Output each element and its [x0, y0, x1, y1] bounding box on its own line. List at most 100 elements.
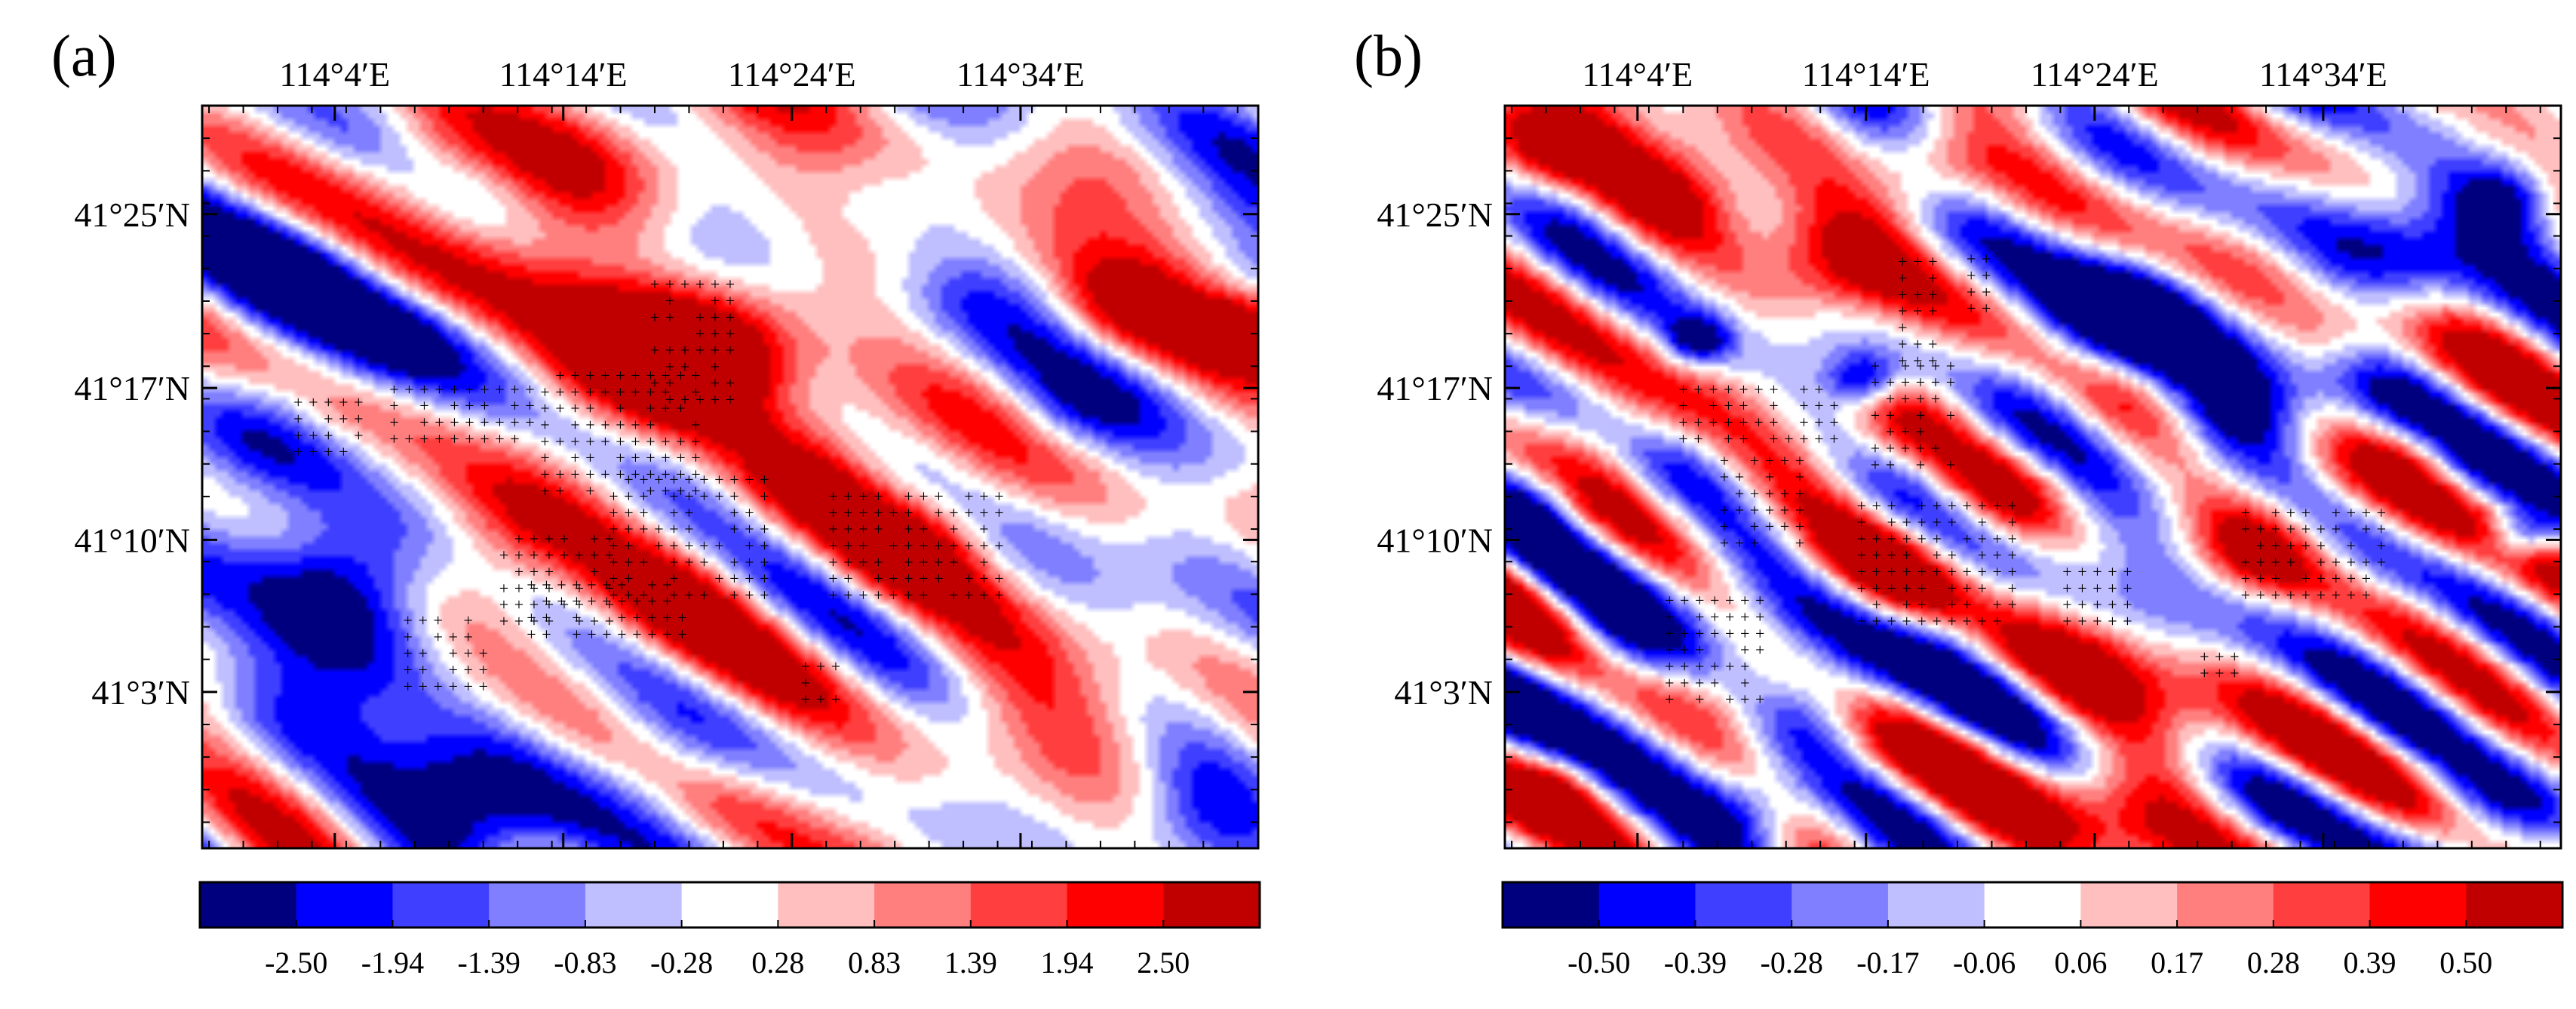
panel-a-significance-cross: +: [530, 595, 539, 614]
panel-a-significance-cross: +: [711, 341, 720, 360]
panel-b-significance-cross: +: [1695, 608, 1704, 626]
panel-a-colorbar-label: 0.28: [751, 946, 804, 980]
panel-b-significance-cross: +: [1720, 500, 1729, 519]
panel-b-significance-cross: +: [2007, 562, 2016, 581]
panel-b-significance-cross: +: [2347, 586, 2356, 604]
panel-b-significance-cross: +: [2317, 520, 2326, 539]
panel-a-significance-cross: +: [555, 366, 564, 385]
panel-a-significance-cross: +: [711, 357, 720, 376]
panel-a-significance-cross: +: [585, 448, 594, 467]
panel-a-significance-cross: +: [450, 396, 459, 415]
panel-a-x-tick-label: 114°4′E: [279, 55, 390, 94]
panel-b-significance-cross: +: [1755, 641, 1764, 660]
panel-a-significance-cross: +: [745, 552, 754, 571]
panel-a-significance-cross: +: [514, 579, 523, 598]
panel-a-significance-cross: +: [600, 416, 609, 435]
panel-b-significance-cross: +: [2241, 552, 2250, 571]
panel-a-significance-cross: +: [904, 552, 913, 571]
panel-a-significance-cross: +: [760, 470, 769, 489]
panel-b-significance-cross: +: [1977, 612, 1986, 631]
panel-a-significance-cross: +: [874, 503, 883, 522]
panel-a-significance-cross: +: [801, 657, 810, 675]
panel-b-significance-cross: +: [1769, 380, 1778, 398]
panel-a-x-tick-label: 114°24′E: [728, 55, 856, 94]
panel-a-significance-cross: +: [609, 487, 618, 506]
panel-a-significance-cross: +: [309, 393, 318, 412]
panel-a-significance-cross: +: [661, 481, 670, 500]
panel-b: (b) + + ++ + +++ + ++ + ++ ++ + ++ ++ ++ ++ ++ + + ++ + + + ++…: [1354, 23, 2564, 980]
panel-b-colorbar-label: 0.28: [2247, 946, 2300, 980]
panel-a-significance-cross: +: [514, 595, 523, 614]
panel-a-significance-cross: +: [669, 487, 678, 506]
panel-a-colorbar-segment: [970, 882, 1068, 927]
panel-a-significance-cross: +: [654, 470, 663, 489]
panel-a-significance-cross: +: [542, 575, 551, 594]
panel-a-significance-cross: +: [691, 383, 700, 401]
panel-b-x-tick-label: 114°14′E: [1802, 55, 1930, 94]
panel-a-colorbar-segment: [585, 882, 683, 927]
panel-b-significance-cross: +: [1695, 624, 1704, 643]
panel-b-significance-cross: +: [1665, 673, 1674, 692]
panel-a-significance-cross: +: [434, 413, 444, 432]
panel-b-significance-cross: +: [1913, 285, 1922, 304]
panel-b-significance-cross: +: [1902, 562, 1911, 581]
panel-a-significance-cross: +: [646, 448, 655, 467]
panel-a-significance-cross: +: [530, 562, 539, 581]
panel-a-significance-cross: +: [324, 409, 333, 428]
panel-a-significance-cross: +: [448, 677, 457, 696]
panel-a-significance-cross: +: [646, 481, 655, 500]
panel-a-significance-cross: +: [324, 442, 333, 461]
panel-b-significance-cross: +: [1856, 612, 1865, 631]
panel-b-significance-cross: +: [1928, 252, 1937, 271]
panel-a-significance-cross: +: [858, 537, 867, 555]
panel-b-significance-cross: +: [1917, 513, 1926, 532]
panel-b-significance-cross: +: [1962, 529, 1971, 548]
panel-b-significance-cross: +: [2317, 537, 2326, 555]
panel-b-significance-cross: +: [1725, 657, 1734, 675]
panel-b-significance-cross: +: [1871, 595, 1881, 614]
panel-a-significance-cross: +: [691, 432, 700, 451]
panel-b-significance-cross: +: [1725, 591, 1734, 610]
panel-a-significance-cross: +: [605, 529, 614, 548]
panel-b-cross-cluster: + + + ++ + + + ++ + ++ + + ++ + + ++ + + + + ++ + + + +: [1871, 356, 1955, 474]
panel-b-significance-cross: +: [1765, 517, 1774, 536]
panel-a-significance-cross: +: [646, 465, 655, 484]
panel-a-significance-cross: +: [726, 291, 735, 310]
panel-b-significance-cross: +: [2377, 520, 2386, 539]
panel-a-significance-cross: +: [600, 432, 609, 451]
panel-b-minor-ticks: [1505, 105, 2561, 848]
panel-a-significance-cross: +: [624, 520, 633, 539]
panel-b-significance-cross: +: [1871, 373, 1880, 392]
panel-a-significance-cross: +: [585, 399, 594, 418]
panel-b-colorbar-segment: [1598, 882, 1696, 927]
panel-a-significance-cross: +: [609, 537, 618, 555]
panel-a-significance-cross: +: [448, 660, 457, 679]
panel-b-significance-cross: +: [2092, 612, 2102, 631]
panel-a: (a) + + + + ++ + + ++ + ++ + + + + ++ + ++ + + + ++ + ++ + + + + ++…: [51, 23, 1261, 980]
panel-a-significance-cross: +: [662, 575, 671, 594]
panel-a-significance-cross: +: [760, 569, 769, 588]
panel-a-significance-cross: +: [858, 586, 867, 604]
panel-b-significance-cross: +: [1928, 302, 1937, 321]
panel-b-colorbar-segment: [1503, 882, 1600, 927]
panel-b-significance-cross: +: [1740, 690, 1749, 709]
panel-b-significance-cross: +: [1710, 657, 1719, 675]
panel-b-significance-cross: +: [2347, 503, 2356, 522]
panel-b-significance-cross: +: [2362, 503, 2371, 522]
panel-a-significance-cross: +: [617, 575, 626, 594]
panel-a-significance-cross: +: [514, 546, 523, 564]
panel-a-significance-cross: +: [403, 627, 412, 646]
panel-a-significance-cross: +: [828, 537, 837, 555]
panel-a-significance-cross: +: [403, 660, 412, 679]
panel-b-significance-cross: +: [1931, 439, 1940, 458]
panel-a-significance-cross: +: [530, 529, 539, 548]
panel-a-cross-cluster: + + + + + ++ + + + ++ + + + ++ + + ++ + + +: [403, 611, 487, 696]
panel-a-significance-cross: +: [711, 390, 720, 409]
panel-b-significance-cross: +: [1765, 484, 1774, 503]
panel-a-significance-cross: +: [646, 432, 655, 451]
panel-b-significance-cross: +: [1967, 266, 1976, 285]
panel-a-significance-cross: +: [540, 448, 549, 467]
panel-b-significance-cross: +: [1665, 608, 1674, 626]
panel-a-significance-cross: +: [624, 586, 633, 604]
panel-b-significance-cross: +: [1740, 673, 1749, 692]
